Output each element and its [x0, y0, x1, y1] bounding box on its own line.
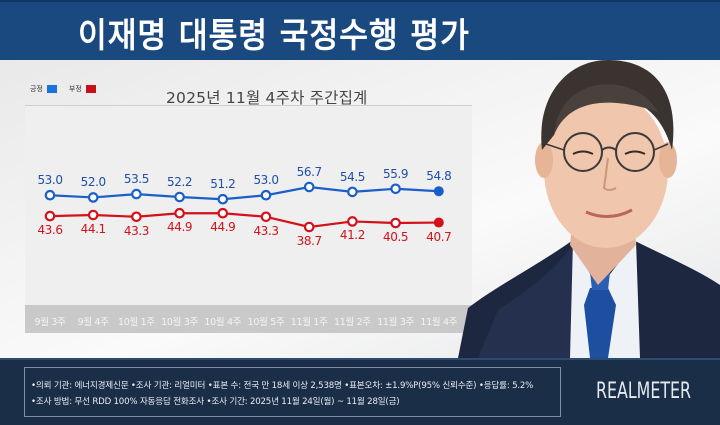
legend-swatch-negative	[85, 85, 96, 93]
positive-value-label: 56.7	[296, 165, 323, 179]
positive-value-label: 53.0	[37, 173, 63, 188]
x-axis-band	[25, 305, 472, 333]
negative-value-label: 44.9	[210, 220, 236, 235]
positive-value-label: 54.8	[426, 169, 452, 184]
footer: •의뢰 기관: 에너지경제신문 •조사 기관: 리얼미터 •표본 수: 전국 만…	[0, 358, 720, 425]
survey-info-box: •의뢰 기관: 에너지경제신문 •조사 기관: 리얼미터 •표본 수: 전국 만…	[24, 367, 561, 417]
legend-swatch-positive	[46, 85, 57, 93]
positive-value-label: 52.0	[80, 175, 107, 190]
x-axis-label: 10월 1주	[117, 317, 155, 328]
positive-value-label: 51.2	[210, 177, 236, 192]
positive-value-label: 53.5	[123, 172, 150, 187]
page-title: 이재명 대통령 국정수행 평가	[78, 16, 470, 56]
negative-value-label: 40.5	[383, 230, 409, 244]
x-axis-label: 11월 4주	[420, 317, 458, 328]
president-portrait	[458, 40, 720, 358]
x-axis-label: 11월 3주	[377, 317, 415, 328]
negative-value-label: 38.7	[296, 234, 323, 248]
negative-value-label: 40.7	[426, 229, 452, 244]
x-axis-label: 9월 3주	[34, 317, 66, 328]
realmeter-logo: REALMETER	[596, 379, 692, 404]
title-banner: 이재명 대통령 국정수행 평가	[0, 0, 720, 60]
positive-value-label: 55.9	[383, 166, 409, 181]
negative-value-label: 44.9	[167, 220, 193, 235]
x-axis-label: 10월 3주	[161, 317, 199, 328]
negative-value-label: 43.3	[123, 223, 150, 238]
positive-value-label: 53.0	[253, 173, 279, 188]
positive-value-label: 52.2	[167, 175, 193, 189]
x-axis-label: 11월 1주	[290, 317, 328, 328]
survey-info-line-1: •의뢰 기관: 에너지경제신문 •조사 기관: 리얼미터 •표본 수: 전국 만…	[31, 381, 534, 391]
x-axis-label: 9월 4주	[77, 317, 109, 328]
chart-title: 2025년 11월 4주차 주간집계	[166, 89, 368, 107]
positive-value-label: 54.5	[339, 169, 366, 184]
negative-value-label: 44.1	[80, 222, 107, 236]
chart-legend: 긍정 부정	[30, 84, 108, 94]
legend-label-negative: 부정	[68, 85, 82, 93]
plot-area	[25, 105, 472, 306]
survey-info-line-2: •조사 방법: 무선 RDD 100% 자동응답 전화조사 •조사 기간: 20…	[31, 397, 400, 407]
negative-value-label: 41.2	[339, 228, 366, 243]
x-axis-label: 10월 5주	[247, 317, 285, 328]
x-axis-label: 10월 4주	[204, 317, 242, 328]
negative-value-label: 43.6	[37, 223, 63, 238]
legend-label-positive: 긍정	[30, 85, 43, 93]
x-axis-label: 11월 2주	[333, 317, 371, 328]
negative-value-label: 43.3	[253, 223, 279, 238]
